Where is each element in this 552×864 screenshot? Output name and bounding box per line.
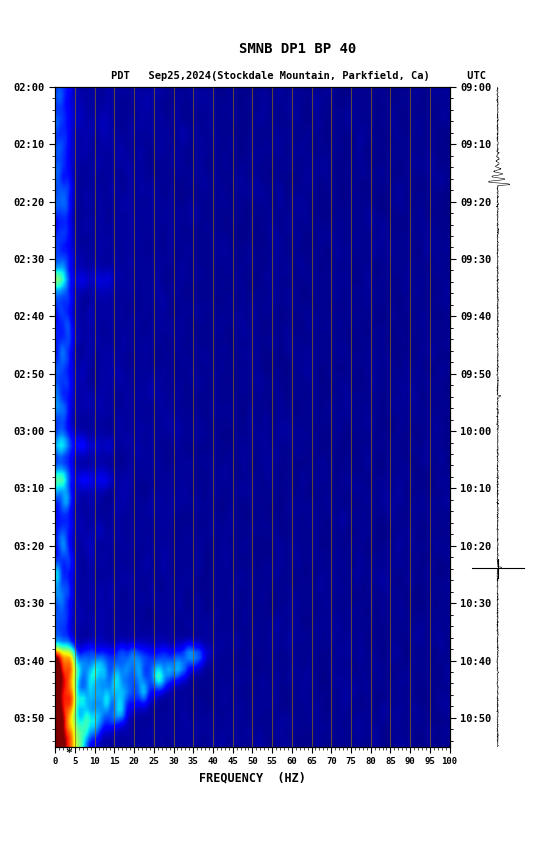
Text: PDT   Sep25,2024(Stockdale Mountain, Parkfield, Ca)      UTC: PDT Sep25,2024(Stockdale Mountain, Parkf… (110, 71, 486, 81)
X-axis label: FREQUENCY  (HZ): FREQUENCY (HZ) (199, 772, 306, 785)
Text: *: * (65, 748, 72, 759)
Text: SMNB DP1 BP 40: SMNB DP1 BP 40 (240, 42, 357, 56)
